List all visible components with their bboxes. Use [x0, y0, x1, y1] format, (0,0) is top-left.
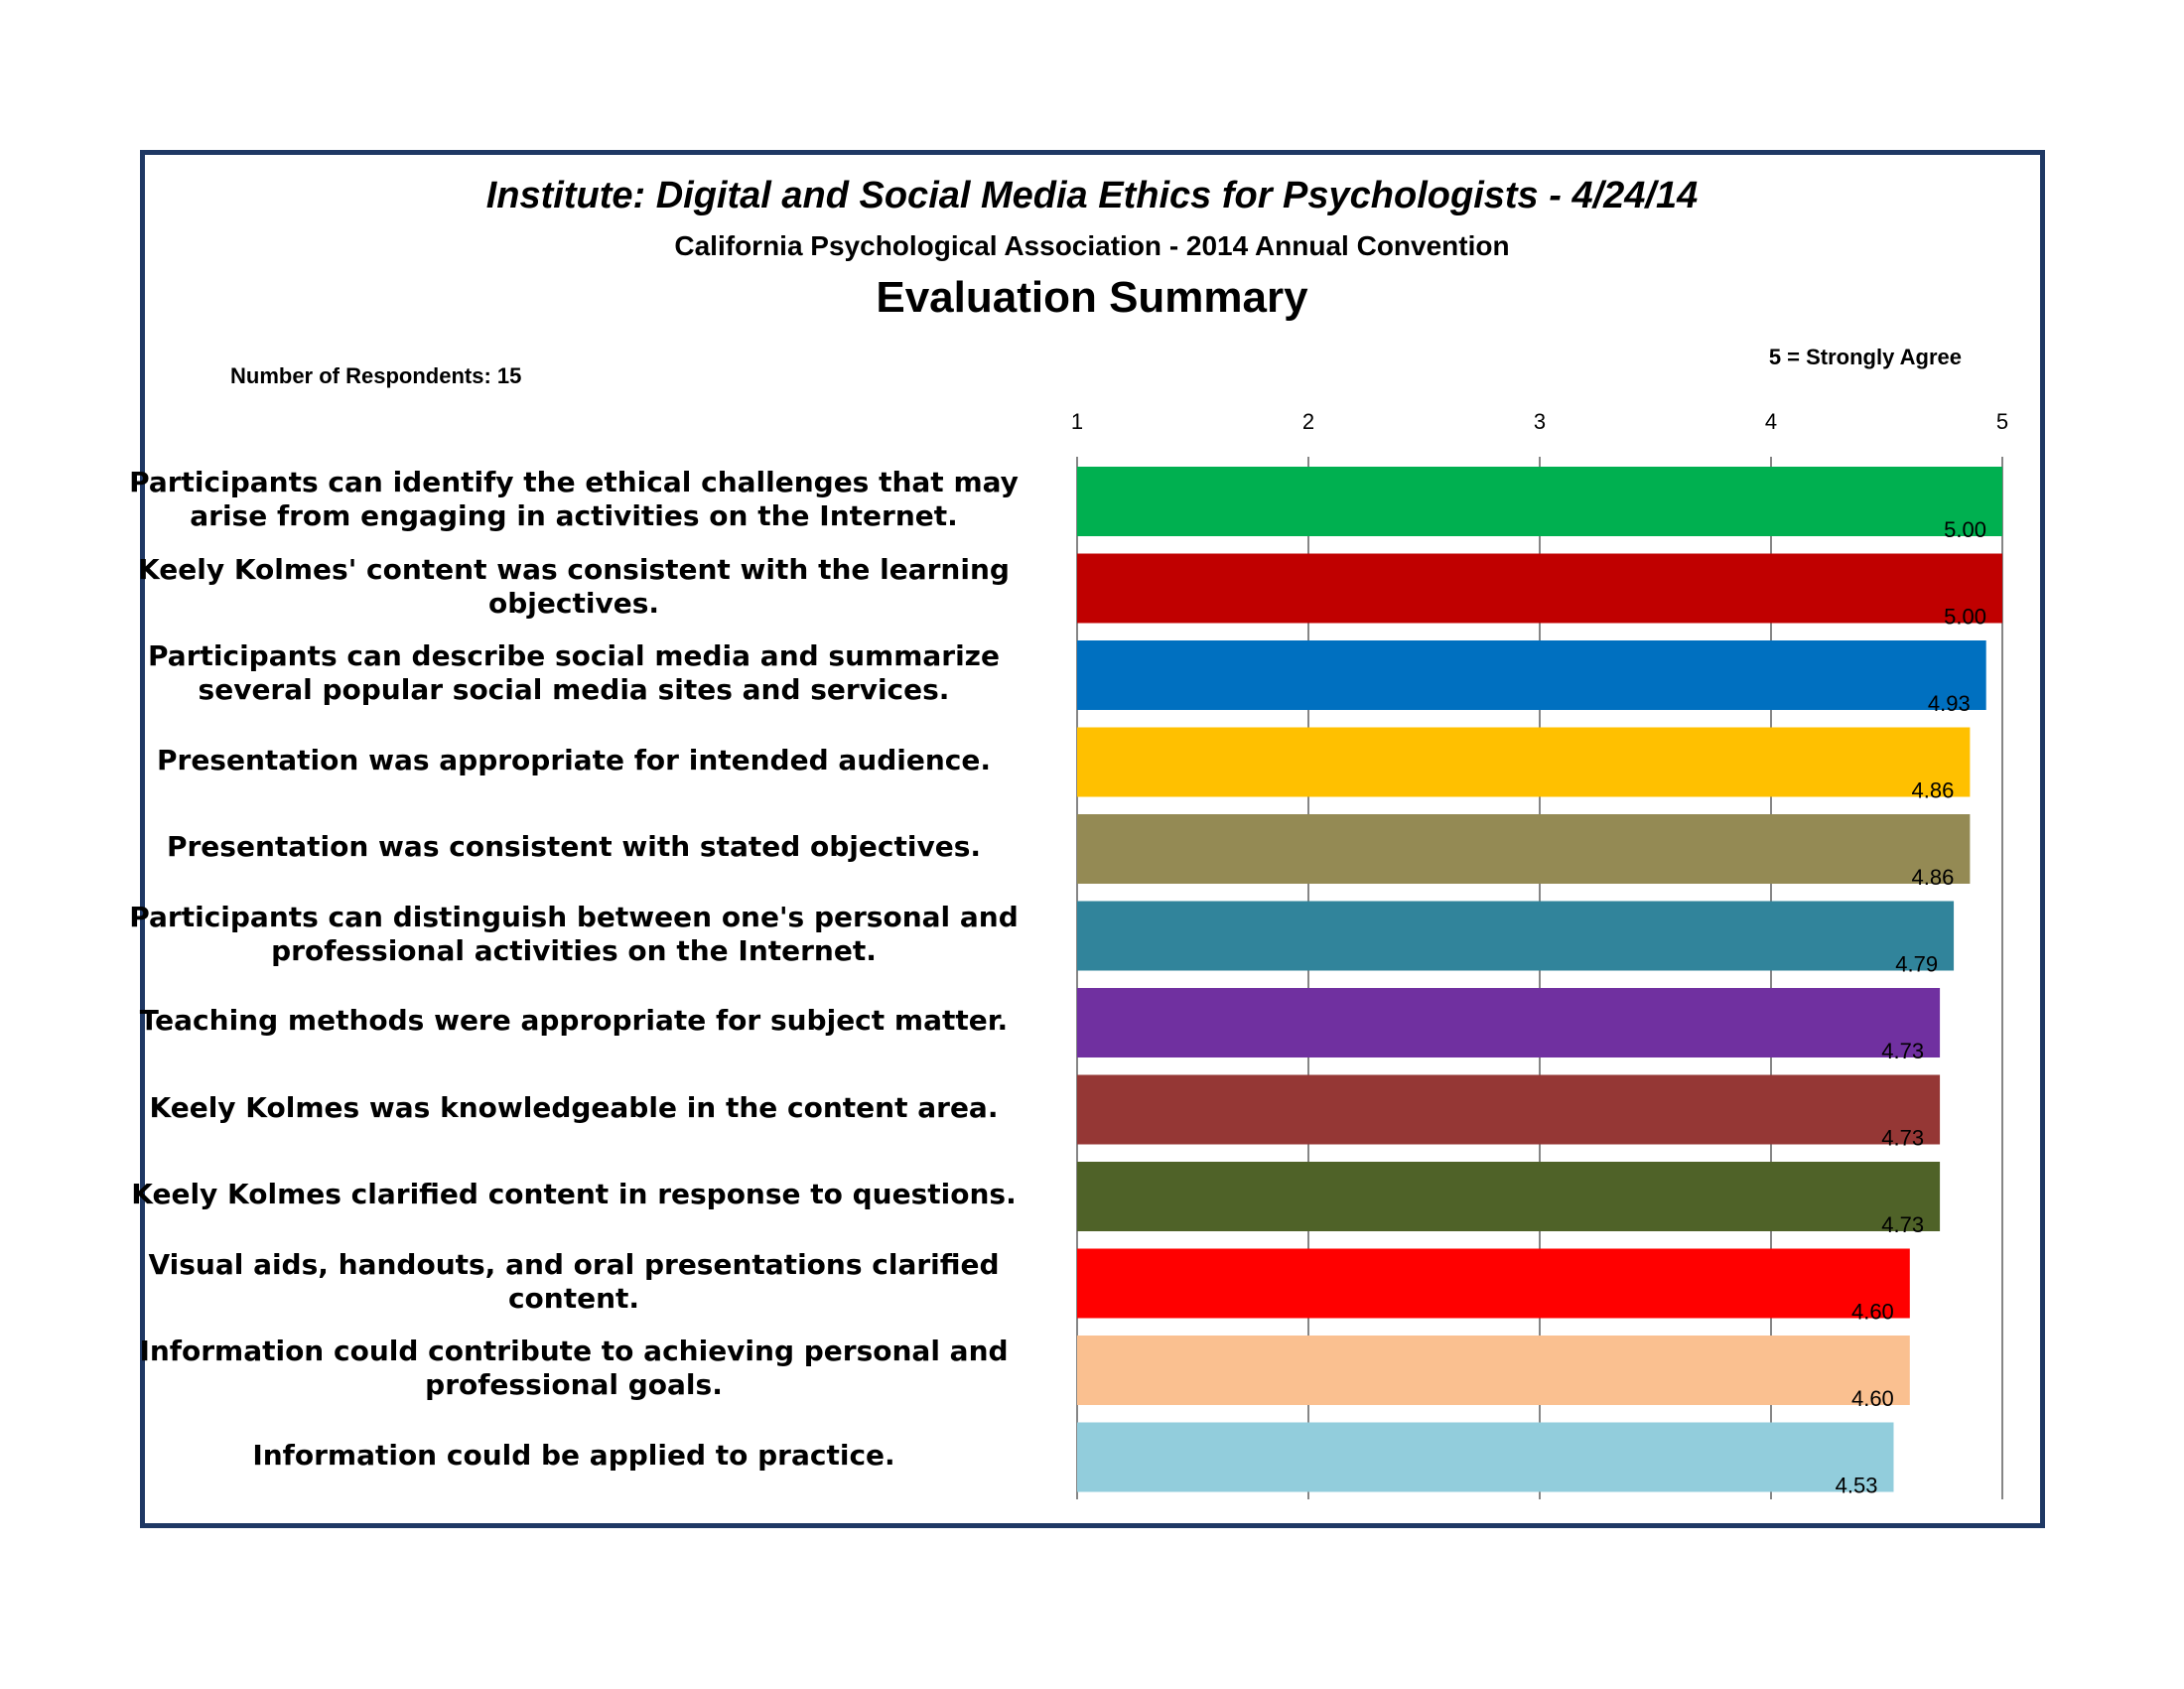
bar [1077, 1162, 1941, 1231]
bar [1077, 901, 1955, 971]
data-label: 4.86 [1912, 865, 1955, 890]
data-label: 4.53 [1836, 1474, 1878, 1498]
category-label: Keely Kolmes was knowledgeable in the co… [149, 1090, 999, 1124]
data-label: 5.00 [1944, 605, 1986, 630]
data-label: 4.60 [1851, 1386, 1894, 1411]
category-label: Participants can describe social media a… [148, 639, 1000, 706]
category-label: Information could contribute to achievin… [139, 1335, 1009, 1401]
x-tick-label: 3 [1534, 409, 1546, 434]
data-label: 4.79 [1895, 952, 1938, 977]
x-tick-label: 1 [1071, 409, 1083, 434]
scale-note: 5 = Strongly Agree [1768, 345, 1962, 369]
category-label: Participants can distinguish between one… [129, 900, 1019, 967]
data-label: 4.73 [1881, 1039, 1924, 1063]
data-label: 4.60 [1851, 1300, 1894, 1325]
bar [1077, 467, 2002, 536]
category-label: Visual aids, handouts, and oral presenta… [148, 1247, 1000, 1315]
x-tick-label: 4 [1765, 409, 1777, 434]
category-label: Presentation was consistent with stated … [166, 830, 982, 863]
bar [1077, 727, 1971, 797]
data-label: 4.73 [1881, 1212, 1924, 1237]
bar [1077, 988, 1941, 1057]
category-label: Teaching methods were appropriate for su… [139, 1004, 1009, 1037]
chart-title: Institute: Digital and Social Media Ethi… [485, 175, 1699, 216]
category-label: Presentation was appropriate for intende… [156, 743, 991, 776]
x-tick-label: 5 [1996, 409, 2008, 434]
data-label: 4.93 [1928, 691, 1971, 716]
data-label: 4.73 [1881, 1126, 1924, 1151]
bar [1077, 814, 1971, 884]
chart-subtitle: California Psychological Association - 2… [674, 230, 1510, 261]
respondents-note: Number of Respondents: 15 [230, 363, 522, 388]
bar [1077, 1336, 1910, 1405]
category-label: Keely Kolmes clarified content in respon… [131, 1178, 1017, 1210]
bar [1077, 640, 1986, 710]
bar [1077, 1248, 1910, 1319]
category-label: Participants can identify the ethical ch… [129, 466, 1019, 532]
bar [1077, 1074, 1941, 1145]
data-label: 4.86 [1912, 778, 1955, 803]
category-label: Keely Kolmes' content was consistent wit… [138, 552, 1010, 620]
data-label: 5.00 [1944, 517, 1986, 542]
x-tick-label: 2 [1302, 409, 1314, 434]
bar [1077, 553, 2002, 624]
bar [1077, 1422, 1894, 1492]
category-label: Information could be applied to practice… [252, 1438, 895, 1472]
chart-heading: Evaluation Summary [876, 273, 1308, 322]
